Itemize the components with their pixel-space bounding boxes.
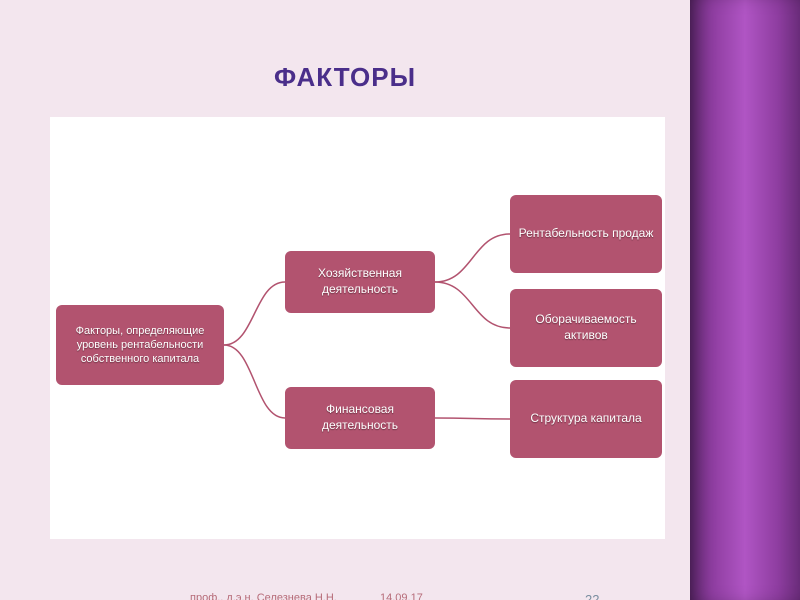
diagram-node-turn: Оборачиваемость активов	[510, 289, 662, 367]
footer-author: проф., д.э.н. Селезнева Н.Н.	[190, 592, 337, 600]
diagram-node-econ: Хозяйственная деятельность	[285, 251, 435, 313]
edge-fin-struct	[435, 418, 510, 419]
diagram-node-rent: Рентабельность продаж	[510, 195, 662, 273]
decorative-sidebar	[690, 0, 800, 600]
edge-econ-turn	[435, 282, 510, 328]
diagram-node-root: Факторы, определяющие уровень рентабельн…	[56, 305, 224, 385]
edge-root-fin	[224, 345, 285, 418]
diagram-node-struct: Структура капитала	[510, 380, 662, 458]
diagram-node-fin: Финансовая деятельность	[285, 387, 435, 449]
edge-root-econ	[224, 282, 285, 345]
slide: ФАКТОРЫ Факторы, определяющие уровень ре…	[0, 0, 800, 600]
diagram-container: Факторы, определяющие уровень рентабельн…	[50, 117, 665, 539]
main-area: ФАКТОРЫ Факторы, определяющие уровень ре…	[0, 0, 690, 600]
slide-title: ФАКТОРЫ	[0, 62, 690, 93]
footer-date: 14.09.17	[380, 592, 423, 600]
footer-page-number: 22	[585, 592, 599, 600]
edge-econ-rent	[435, 234, 510, 282]
